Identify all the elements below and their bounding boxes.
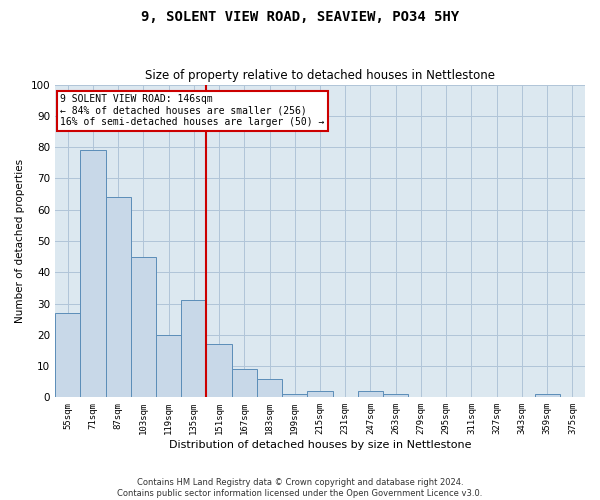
Bar [156, 335, 181, 398]
Bar [106, 197, 131, 398]
Text: 9 SOLENT VIEW ROAD: 146sqm
← 84% of detached houses are smaller (256)
16% of sem: 9 SOLENT VIEW ROAD: 146sqm ← 84% of deta… [61, 94, 325, 127]
X-axis label: Distribution of detached houses by size in Nettlestone: Distribution of detached houses by size … [169, 440, 471, 450]
Bar [206, 344, 232, 398]
Bar [80, 150, 106, 398]
Bar [131, 256, 156, 398]
Bar [535, 394, 560, 398]
Text: 9, SOLENT VIEW ROAD, SEAVIEW, PO34 5HY: 9, SOLENT VIEW ROAD, SEAVIEW, PO34 5HY [141, 10, 459, 24]
Title: Size of property relative to detached houses in Nettlestone: Size of property relative to detached ho… [145, 69, 495, 82]
Bar [181, 300, 206, 398]
Bar [307, 391, 332, 398]
Bar [383, 394, 409, 398]
Bar [55, 313, 80, 398]
Bar [257, 378, 282, 398]
Bar [232, 369, 257, 398]
Y-axis label: Number of detached properties: Number of detached properties [15, 159, 25, 323]
Bar [282, 394, 307, 398]
Text: Contains HM Land Registry data © Crown copyright and database right 2024.
Contai: Contains HM Land Registry data © Crown c… [118, 478, 482, 498]
Bar [358, 391, 383, 398]
